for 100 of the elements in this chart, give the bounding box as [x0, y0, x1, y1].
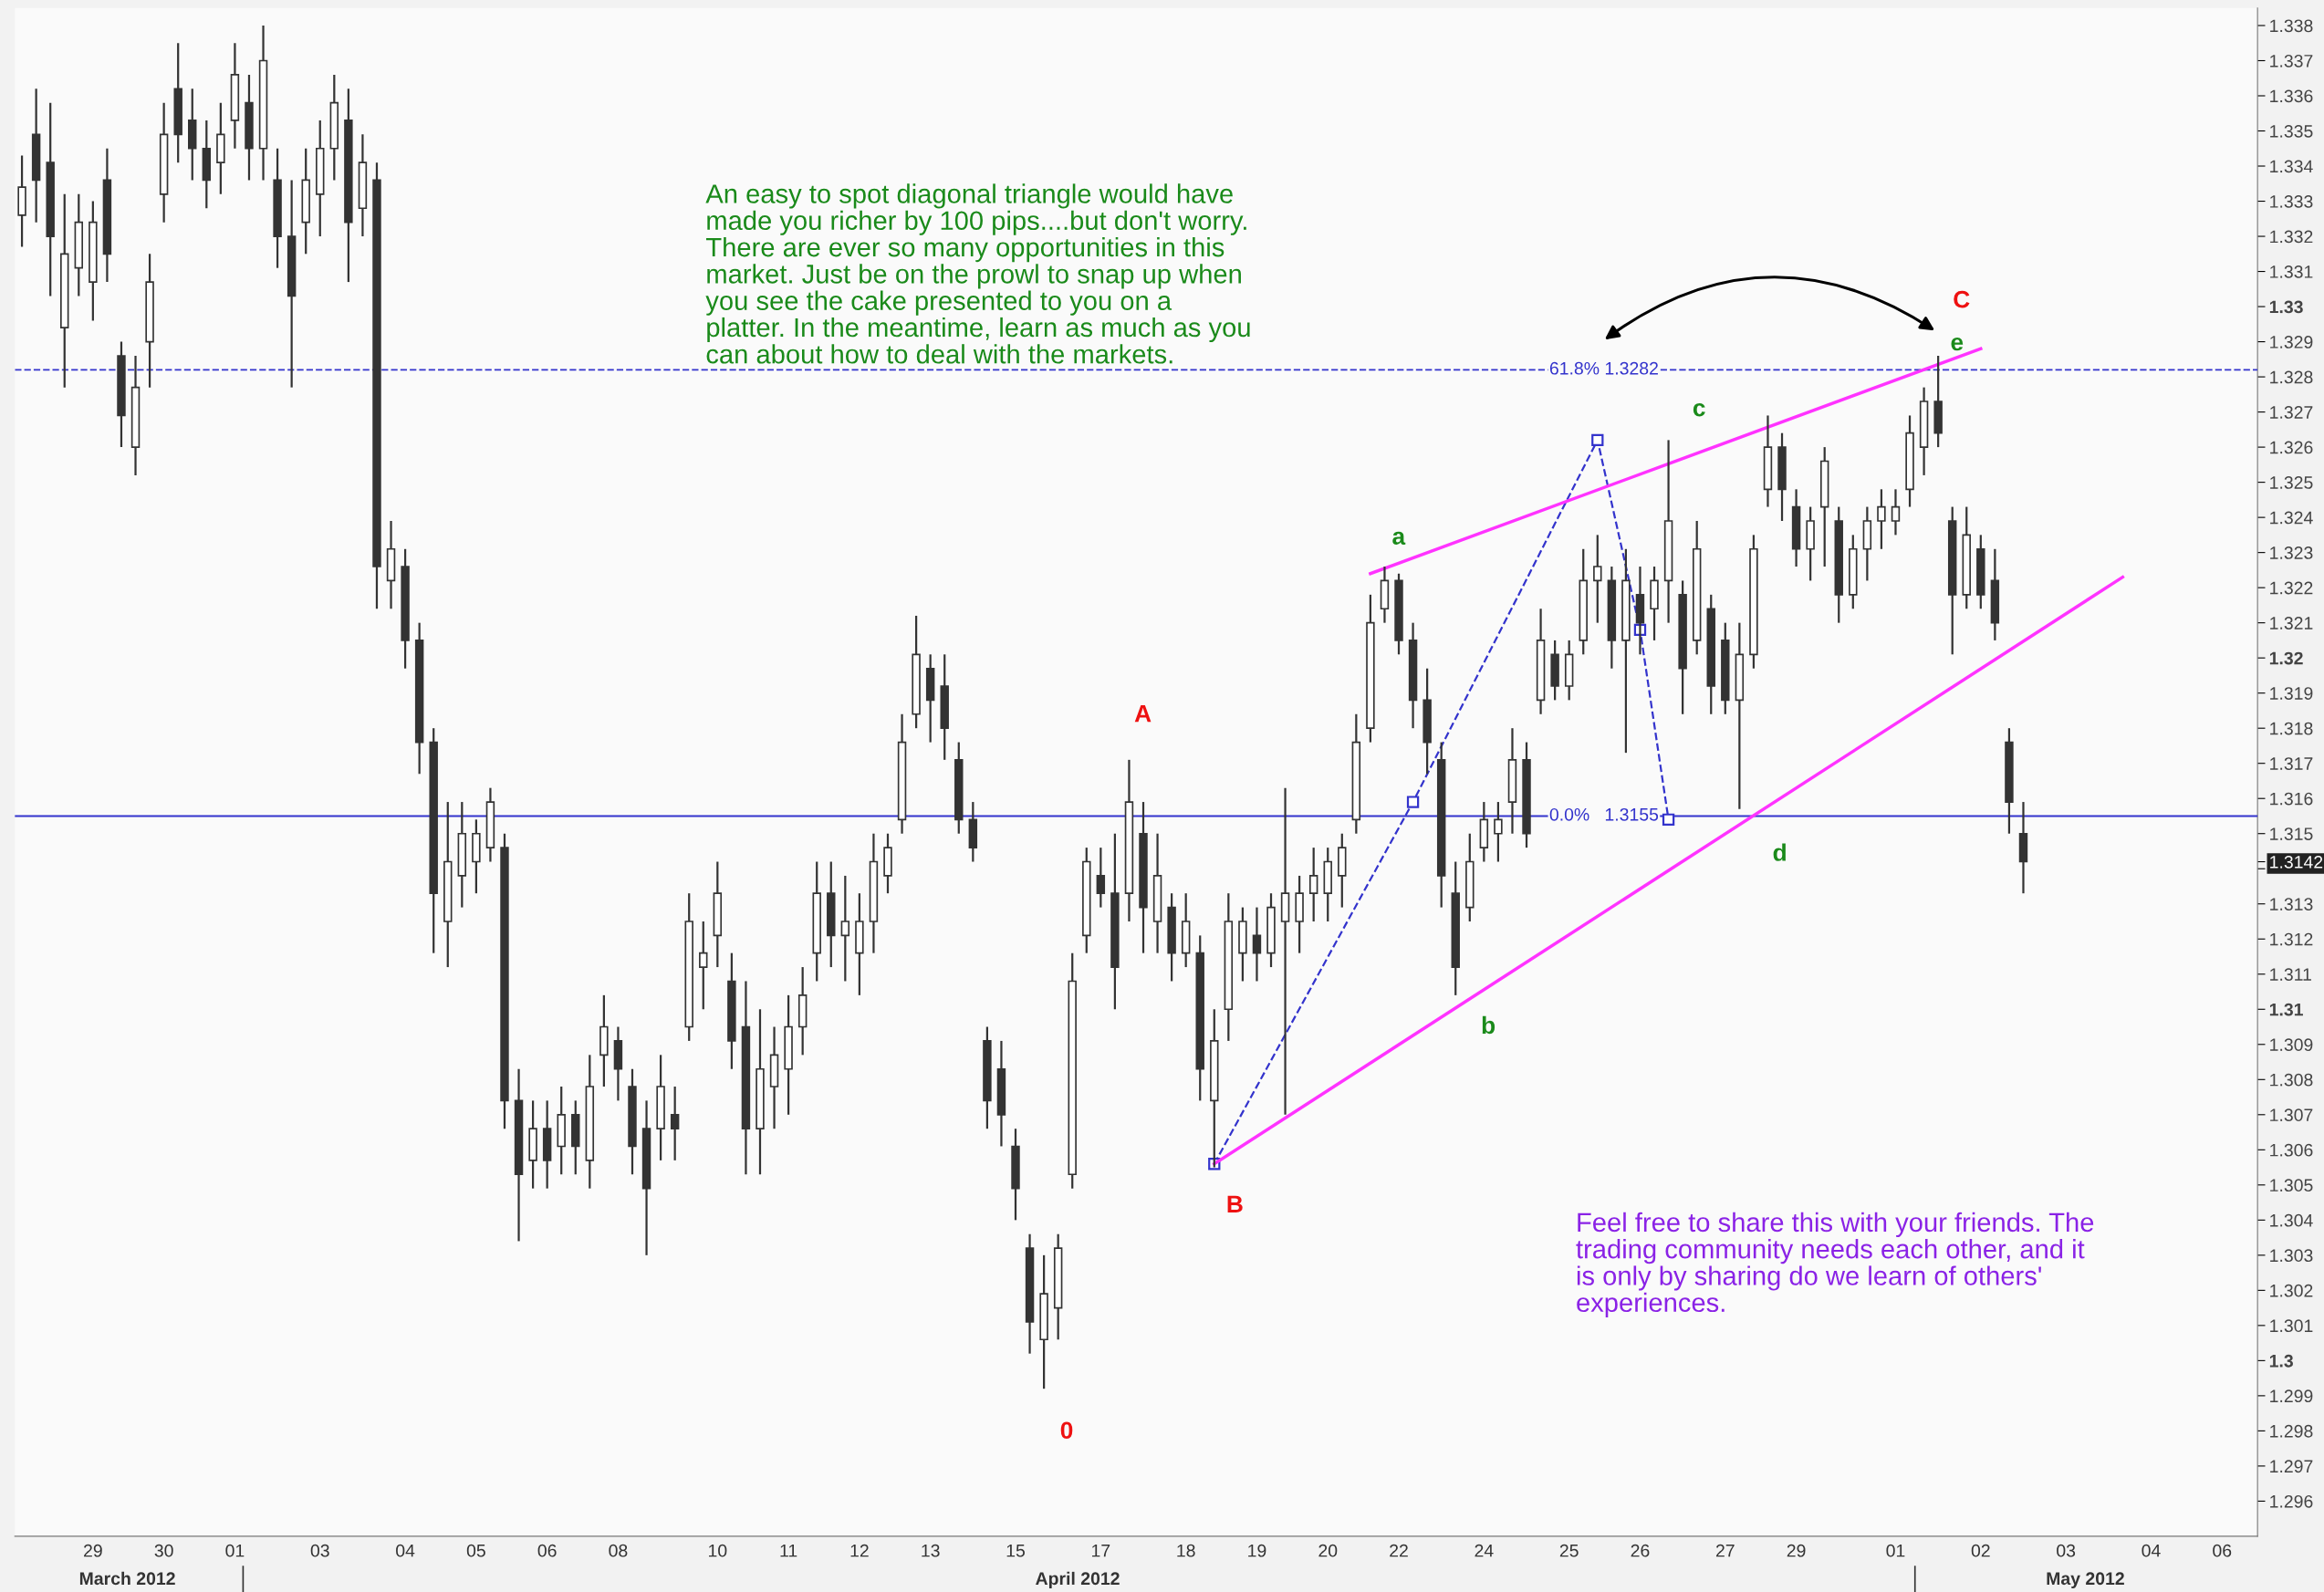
y-tick-label: 1.317: [2270, 757, 2313, 770]
y-tick-label: 1.326: [2270, 441, 2313, 454]
candlestick: [1494, 800, 1503, 863]
x-tick-label: 26: [1631, 1544, 1650, 1557]
y-tick-label: 1.316: [2270, 792, 2313, 806]
y-tick-label: 1.321: [2270, 617, 2313, 630]
candlestick: [1096, 847, 1106, 909]
x-tick-label: 08: [609, 1544, 628, 1557]
x-tick-label: 01: [1886, 1544, 1905, 1557]
y-tick-label: 1.333: [2270, 195, 2313, 208]
y-tick-label: 1.329: [2270, 336, 2313, 349]
y-tick-label: 1.302: [2270, 1284, 2313, 1297]
point: [1591, 433, 1604, 447]
x-tick-label: 20: [1318, 1544, 1338, 1557]
y-tick-label: 1.331: [2270, 265, 2313, 278]
candlestick: [1593, 534, 1602, 624]
annotation: C: [1954, 290, 1970, 308]
y-tick-label: 1.32: [2269, 651, 2303, 665]
annotation: Feel free to share this with your friends. The trading community needs each other, and it is only by sharing do we learn of others' experiences.: [1576, 1212, 2094, 1317]
annotation: B: [1227, 1195, 1243, 1212]
x-tick-label: 01: [225, 1544, 245, 1557]
point: [1406, 796, 1420, 808]
y-tick-label: 1.303: [2270, 1249, 2313, 1263]
x-tick-label: 15: [1006, 1544, 1025, 1557]
y-tick-label: 1.309: [2270, 1038, 2313, 1052]
y-tick-label: 1.301: [2270, 1319, 2313, 1333]
y-tick-label: 1.338: [2270, 19, 2313, 33]
x-tick-label: 13: [922, 1544, 940, 1557]
y-tick-label: 1.325: [2270, 476, 2313, 489]
x-tick-label: 06: [537, 1544, 557, 1557]
y-tick-label: 1.324: [2270, 511, 2313, 525]
x-tick-label: 12: [850, 1544, 869, 1557]
y-tick-label: 1.336: [2270, 89, 2313, 103]
y-tick-label: 1.327: [2270, 406, 2313, 419]
ref-line-label: 0.0% 1.3155: [1549, 807, 1659, 821]
x-tick-label: 10: [708, 1544, 727, 1557]
x-tick-label: 27: [1715, 1544, 1735, 1557]
x-tick-label: 18: [1177, 1544, 1195, 1557]
y-tick-label: 1.332: [2270, 230, 2313, 244]
x-tick-label: 17: [1092, 1544, 1110, 1557]
y-tick-label: 1.305: [2270, 1179, 2313, 1192]
y-tick-label: 1.299: [2270, 1389, 2313, 1403]
annotation: e: [1951, 337, 1964, 351]
y-tick-label: 1.311: [2270, 968, 2311, 981]
y-tick-label: 1.318: [2270, 722, 2313, 735]
x-tick-label: 06: [2213, 1544, 2232, 1557]
x-tick-label: 03: [310, 1544, 329, 1557]
y-tick-label: 1.334: [2270, 160, 2313, 173]
y-tick-label: 1.335: [2270, 124, 2313, 138]
text: April 2012: [1036, 1571, 1120, 1588]
y-tick-label: 1.304: [2270, 1213, 2313, 1227]
x-tick-label: 03: [2057, 1544, 2076, 1557]
candlestick: [840, 874, 850, 983]
annotation: d: [1773, 843, 1786, 861]
y-tick-label: 1.31: [2269, 1003, 2303, 1016]
text: March 2012: [79, 1571, 175, 1586]
x-tick-label: 29: [84, 1544, 102, 1557]
y-tick-label: 1.298: [2270, 1424, 2313, 1438]
candlestick: [1252, 906, 1262, 983]
x-tick-label: 02: [1971, 1544, 1990, 1557]
y-tick-label: 1.337: [2270, 54, 2313, 68]
candlestick: [1280, 786, 1290, 1116]
annotation: 0: [1060, 1421, 1073, 1440]
y-tick-label: 1.307: [2270, 1108, 2313, 1122]
candlestick: [1877, 488, 1886, 550]
x-tick-label: 29: [1787, 1544, 1806, 1557]
y-tick-label: 1.306: [2270, 1143, 2313, 1157]
y-tick-label: 1.3: [2269, 1354, 2293, 1368]
y-tick-label: 1.312: [2270, 932, 2313, 946]
annotation: a: [1392, 531, 1406, 546]
x-tick-label: 04: [2142, 1544, 2161, 1557]
candlestick: [1891, 488, 1901, 536]
annotation: b: [1482, 1015, 1495, 1035]
annotation: An easy to spot diagonal triangle would have made you richer by 100 pips....but don't worry. There are ever so many opportunities in this market. Just be on the prowl to snap up when you see the cake presented to you on a platter. In the meantime, learn as much as you can about how to deal with the markets.: [705, 183, 1250, 364]
candlestick: [1308, 847, 1318, 923]
y-tick-label: 1.313: [2270, 898, 2313, 910]
y-tick-label: 1.315: [2270, 827, 2313, 840]
y-tick-label: 1.328: [2270, 370, 2313, 384]
y-tick-label: 1.319: [2270, 687, 2313, 700]
x-tick-label: 05: [466, 1544, 485, 1557]
y-tick-label: 1.308: [2270, 1073, 2313, 1087]
x-tick-label: 30: [154, 1544, 173, 1557]
point: [1662, 813, 1675, 826]
y-tick-label: 1.297: [2270, 1460, 2313, 1473]
x-tick-label: 19: [1248, 1544, 1266, 1557]
annotation: c: [1693, 402, 1705, 417]
y-tick-label: 1.33: [2269, 300, 2303, 314]
y-tick-label: 1.322: [2270, 581, 2313, 595]
candlestick: [670, 1085, 680, 1161]
text: May 2012: [2047, 1572, 2124, 1588]
annotation: A: [1134, 705, 1152, 723]
x-tick-label: 04: [396, 1544, 415, 1557]
candlestick: [699, 920, 708, 1011]
y-tick-label: 1.3142: [2270, 855, 2323, 869]
x-tick-label: 25: [1559, 1544, 1579, 1557]
x-tick-label: 22: [1390, 1544, 1408, 1557]
y-tick-label: 1.323: [2270, 546, 2313, 559]
x-tick-label: 11: [780, 1544, 797, 1557]
ref-line-label: 61.8% 1.3282: [1549, 361, 1658, 375]
x-tick-label: 24: [1475, 1544, 1494, 1557]
